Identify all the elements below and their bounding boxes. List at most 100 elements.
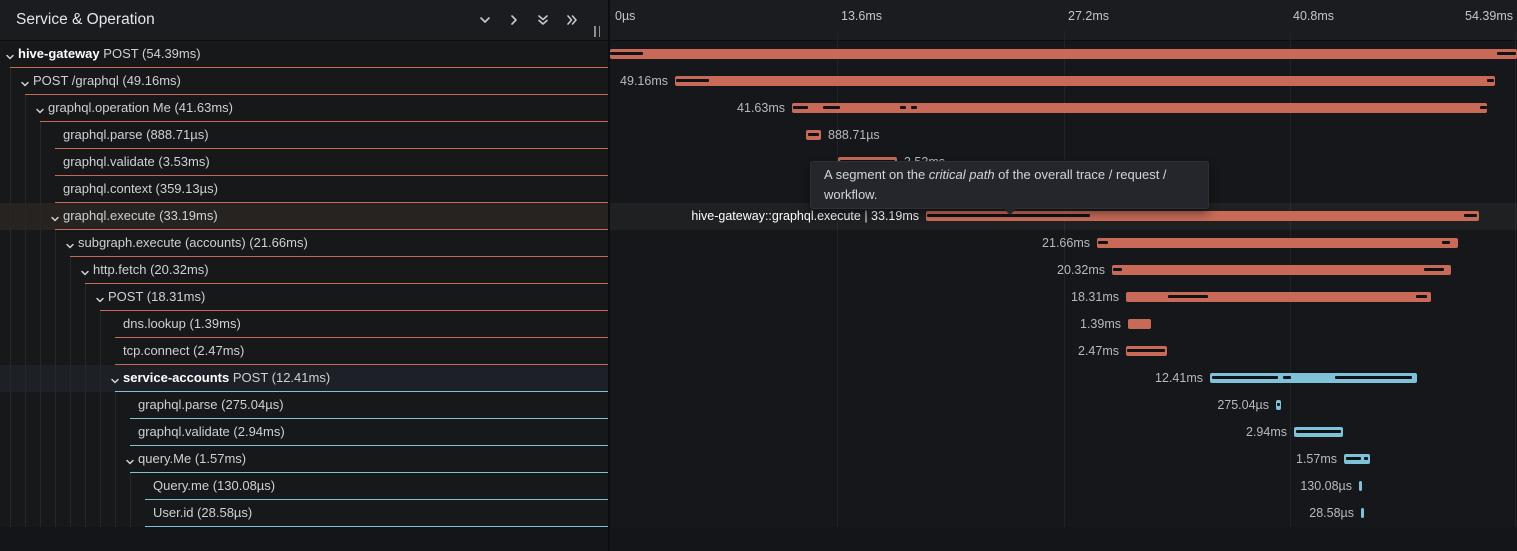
critical-path-segment[interactable] (676, 79, 709, 82)
span-tree-row[interactable]: POST /graphql (49.16ms) (0, 68, 608, 95)
critical-path-segment[interactable] (610, 52, 643, 55)
critical-path-segment[interactable] (1424, 268, 1444, 271)
critical-path-segment[interactable] (1464, 214, 1477, 217)
span-bar[interactable] (1097, 238, 1458, 248)
span-tree-row[interactable]: dns.lookup (1.39ms) (0, 311, 608, 338)
span-bar[interactable] (1112, 265, 1451, 275)
span-bar[interactable] (806, 130, 821, 140)
span-tree-row[interactable]: tcp.connect (2.47ms) (0, 338, 608, 365)
indent-guide (25, 230, 26, 257)
span-tree-row[interactable]: graphql.operation Me (41.63ms) (0, 95, 608, 122)
indent-guide (40, 122, 41, 149)
indent-guide (10, 257, 11, 284)
indent-guide (25, 473, 26, 500)
panel-resize-handle-icon[interactable] (594, 26, 600, 37)
chevron-down-icon[interactable] (20, 76, 30, 87)
critical-path-segment[interactable] (1416, 295, 1427, 298)
span-bar[interactable] (1361, 508, 1364, 518)
span-tree-row[interactable]: hive-gateway POST (54.39ms) (0, 41, 608, 68)
chevron-down-icon[interactable] (95, 292, 105, 303)
span-name-label: graphql.parse (888.71µs) (63, 127, 209, 142)
critical-path-segment[interactable] (1497, 52, 1516, 55)
critical-path-segment[interactable] (1212, 376, 1278, 379)
indent-guide (70, 419, 71, 446)
span-color-underline (130, 445, 608, 446)
span-tree-row[interactable]: Query.me (130.08µs) (0, 473, 608, 500)
critical-path-segment[interactable] (1480, 106, 1487, 109)
span-tree-row[interactable]: graphql.validate (3.53ms) (0, 149, 608, 176)
span-bar[interactable] (1210, 373, 1417, 383)
span-tree-row[interactable]: query.Me (1.57ms) (0, 446, 608, 473)
indent-guide (55, 311, 56, 338)
chevron-right-icon[interactable] (507, 13, 521, 27)
indent-guide (70, 446, 71, 473)
span-bar[interactable] (610, 49, 1517, 59)
indent-guide (40, 311, 41, 338)
critical-path-segment[interactable] (1296, 430, 1341, 433)
axis-tick: 27.2ms (1068, 9, 1109, 23)
critical-path-segment[interactable] (1168, 295, 1208, 298)
span-bar[interactable] (1276, 400, 1281, 410)
timeline-row: 130.08µs (610, 473, 1517, 500)
span-color-underline (145, 499, 608, 500)
chevron-down-icon[interactable] (80, 265, 90, 276)
critical-path-segment[interactable] (1364, 457, 1368, 460)
span-tree-row[interactable]: http.fetch (20.32ms) (0, 257, 608, 284)
indent-guide (25, 95, 26, 122)
span-bar[interactable] (1128, 319, 1151, 329)
span-duration-label: 20.32ms (1057, 263, 1105, 277)
indent-guide (10, 95, 11, 122)
span-tree-row[interactable]: subgraph.execute (accounts) (21.66ms) (0, 230, 608, 257)
span-bar[interactable] (1344, 454, 1370, 464)
critical-path-segment[interactable] (1487, 79, 1494, 82)
critical-path-segment[interactable] (1113, 268, 1122, 271)
span-name-label: http.fetch (20.32ms) (93, 262, 209, 277)
critical-path-segment[interactable] (1335, 376, 1412, 379)
span-bar[interactable] (1359, 481, 1362, 491)
span-tree-row[interactable]: graphql.validate (2.94ms) (0, 419, 608, 446)
span-tree-row[interactable]: POST (18.31ms) (0, 284, 608, 311)
span-tree-row[interactable]: User.id (28.58µs) (0, 500, 608, 527)
critical-path-segment[interactable] (900, 106, 906, 109)
span-tree-row[interactable]: graphql.context (359.13µs) (0, 176, 608, 203)
critical-path-segment[interactable] (1283, 376, 1291, 379)
span-color-underline (130, 472, 608, 473)
chevron-down-icon[interactable] (50, 211, 60, 222)
chevron-down-icon[interactable] (125, 454, 135, 465)
critical-path-segment[interactable] (823, 106, 840, 109)
span-bar[interactable] (792, 103, 1487, 113)
span-bar[interactable] (1126, 346, 1167, 356)
chevron-down-icon[interactable] (35, 103, 45, 114)
indent-guide (25, 203, 26, 230)
span-tree-row[interactable]: graphql.parse (275.04µs) (0, 392, 608, 419)
critical-path-segment[interactable] (1277, 403, 1280, 406)
critical-path-segment[interactable] (1127, 349, 1165, 352)
panel-divider[interactable] (608, 0, 610, 551)
span-bar[interactable] (1294, 427, 1343, 437)
critical-path-segment[interactable] (1098, 241, 1108, 244)
chevron-down-icon[interactable] (110, 373, 120, 384)
span-bar[interactable] (926, 211, 1479, 221)
critical-path-segment[interactable] (793, 106, 808, 109)
span-tree-row[interactable]: graphql.execute (33.19ms) (0, 203, 608, 230)
double-chevron-right-icon[interactable] (565, 13, 579, 27)
chevron-down-icon[interactable] (5, 49, 15, 60)
chevron-down-icon[interactable] (478, 13, 492, 27)
chevron-down-icon[interactable] (65, 238, 75, 249)
span-bars: 49.16ms41.63ms888.71µs3.53ms359.13µshive… (610, 41, 1517, 527)
critical-path-segment[interactable] (1442, 241, 1450, 244)
span-tree-row[interactable]: graphql.parse (888.71µs) (0, 122, 608, 149)
critical-path-segment[interactable] (927, 214, 1090, 217)
critical-path-segment[interactable] (911, 106, 917, 109)
critical-path-segment[interactable] (808, 133, 819, 136)
span-bar[interactable] (1126, 292, 1431, 302)
indent-guide (25, 392, 26, 419)
indent-guide (10, 122, 11, 149)
double-chevron-down-icon[interactable] (536, 13, 550, 27)
indent-guide (85, 284, 86, 311)
span-tree-row[interactable]: service-accounts POST (12.41ms) (0, 365, 608, 392)
service-name: hive-gateway (18, 46, 100, 61)
critical-path-segment[interactable] (1346, 457, 1361, 460)
span-bar[interactable] (675, 76, 1495, 86)
span-color-underline (55, 229, 608, 230)
